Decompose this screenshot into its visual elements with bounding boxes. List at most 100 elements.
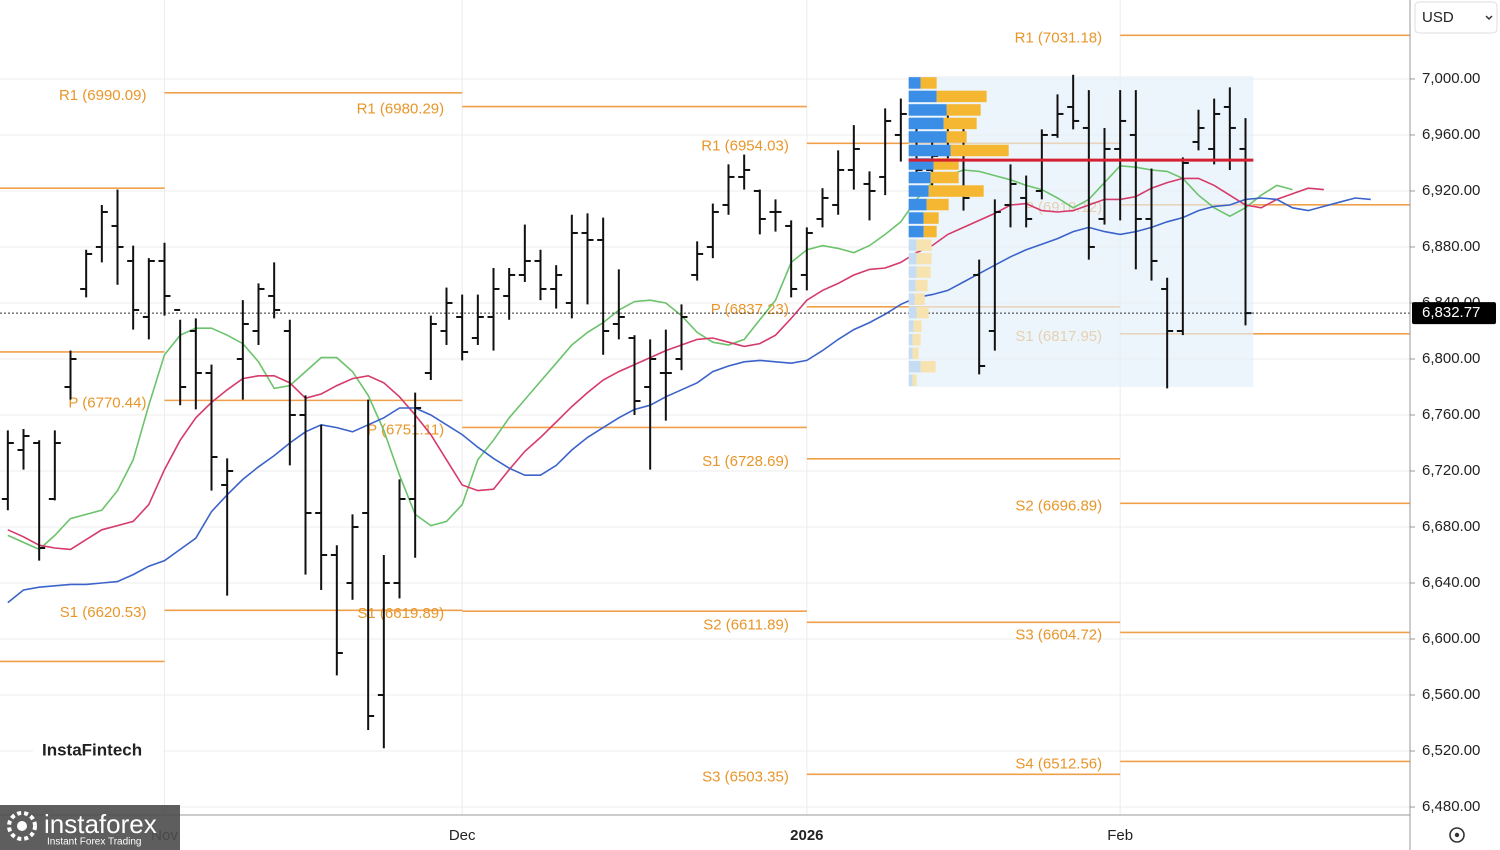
profile-sell bbox=[916, 306, 929, 319]
y-tick-label: 6,600.00 bbox=[1422, 630, 1480, 647]
y-tick-label: 6,520.00 bbox=[1422, 742, 1480, 759]
logo-box bbox=[0, 805, 180, 850]
profile-buy bbox=[908, 225, 924, 238]
profile-buy bbox=[908, 158, 934, 170]
last-price-tag bbox=[1412, 302, 1496, 325]
profile-sell bbox=[912, 347, 919, 359]
x-tick-label: Dec bbox=[449, 827, 476, 844]
y-tick-label: 6,560.00 bbox=[1422, 686, 1480, 703]
settings-ring[interactable] bbox=[1449, 827, 1465, 843]
profile-sell bbox=[912, 333, 921, 346]
profile-sell bbox=[930, 171, 959, 184]
pivot-label: R1 (6990.09) bbox=[59, 87, 147, 104]
profile-sell bbox=[916, 266, 931, 278]
y-tick-label: 6,640.00 bbox=[1422, 574, 1480, 591]
profile-buy bbox=[908, 293, 915, 305]
profile-buy bbox=[908, 131, 947, 143]
profile-sell bbox=[928, 185, 984, 197]
pivot-label: S4 (6512.56) bbox=[1015, 755, 1102, 772]
profile-sell bbox=[914, 293, 925, 305]
profile-buy bbox=[908, 374, 913, 386]
pivot-label: S1 (6620.53) bbox=[60, 604, 147, 621]
profile-sell bbox=[920, 360, 936, 373]
y-tick-label: 6,920.00 bbox=[1422, 182, 1480, 199]
profile-sell bbox=[912, 374, 917, 386]
y-tick-label: 6,880.00 bbox=[1422, 238, 1480, 255]
profile-sell bbox=[923, 212, 939, 224]
watermark-text: InstaFintech bbox=[42, 740, 142, 759]
profile-buy bbox=[908, 185, 929, 197]
profile-buy bbox=[908, 144, 951, 157]
bars-layer bbox=[1, 74, 1252, 749]
y-tick-label: 6,760.00 bbox=[1422, 406, 1480, 423]
instaforex-logo: instaforex Instant Forex Trading bbox=[0, 805, 180, 850]
last-price-label: 6,832.77 bbox=[1422, 304, 1480, 321]
profile-layer bbox=[908, 77, 1254, 386]
logo-text: instaforex bbox=[44, 809, 157, 839]
profile-sell bbox=[933, 158, 959, 170]
profile-buy bbox=[908, 212, 924, 224]
profile-sell bbox=[923, 225, 937, 238]
y-tick-label: 7,000.00 bbox=[1422, 70, 1480, 87]
profile-buy bbox=[908, 360, 921, 373]
profile-buy bbox=[908, 252, 917, 265]
currency-box[interactable] bbox=[1414, 1, 1498, 34]
pivot-label: R1 (7031.18) bbox=[1015, 29, 1103, 46]
pivot-label: P (6770.44) bbox=[68, 394, 146, 411]
profile-sell bbox=[943, 117, 977, 130]
pivot-label: S2 (6696.89) bbox=[1015, 497, 1102, 514]
ma-line bbox=[7, 197, 1371, 604]
y-tick-label: 6,720.00 bbox=[1422, 462, 1480, 479]
ma-line bbox=[7, 164, 1293, 551]
pivot-label: P (6751.11) bbox=[367, 421, 444, 438]
pivot-label: S3 (6604.72) bbox=[1015, 626, 1102, 643]
profile-buy bbox=[908, 333, 913, 346]
profile-buy bbox=[908, 90, 937, 103]
profile-buy bbox=[908, 117, 944, 130]
profile-buy bbox=[908, 198, 927, 211]
profile-sell bbox=[926, 198, 949, 211]
profile-sell bbox=[946, 104, 981, 116]
profile-sell bbox=[950, 144, 1009, 157]
x-tick-label: Feb bbox=[1107, 827, 1133, 844]
pivot-label: R1 (6954.03) bbox=[701, 137, 789, 154]
profile-buy bbox=[908, 77, 921, 89]
profile-buy bbox=[908, 239, 917, 251]
pivot-label: S3 (6503.35) bbox=[702, 768, 789, 785]
chevron[interactable] bbox=[1485, 15, 1493, 21]
currency-selector[interactable]: USD bbox=[1414, 1, 1498, 34]
logo-subtext: Instant Forex Trading bbox=[47, 837, 142, 848]
y-tick-label: 6,960.00 bbox=[1422, 126, 1480, 143]
profile-sell bbox=[936, 90, 987, 103]
profile-buy bbox=[908, 171, 931, 184]
profile-buy bbox=[908, 266, 917, 278]
profile-sell bbox=[946, 131, 967, 143]
x-tick-label: 2026 bbox=[790, 827, 823, 844]
y-tick-label: 6,680.00 bbox=[1422, 518, 1480, 535]
profile-sell bbox=[916, 239, 932, 251]
pivot-label: S2 (6611.89) bbox=[703, 616, 789, 633]
profile-sell bbox=[915, 279, 928, 292]
currency-label[interactable]: USD bbox=[1422, 9, 1454, 26]
profile-sell bbox=[920, 77, 937, 89]
logo-center bbox=[17, 821, 27, 831]
profile-buy bbox=[908, 306, 917, 319]
pivot-label: R1 (6980.29) bbox=[357, 101, 445, 118]
watermark-instafintech: InstaFintech bbox=[33, 715, 163, 775]
settings-dot[interactable] bbox=[1454, 832, 1460, 838]
pivot-label: S1 (6619.89) bbox=[357, 605, 444, 622]
y-tick-label: 6,480.00 bbox=[1422, 798, 1480, 815]
profile-buy bbox=[908, 320, 914, 332]
profile-buy bbox=[908, 104, 947, 116]
settings-button[interactable] bbox=[1449, 827, 1465, 843]
pivot-label: P (6837.23) bbox=[711, 301, 789, 318]
profile-sell bbox=[916, 252, 932, 265]
y-tick-label: 6,800.00 bbox=[1422, 350, 1480, 367]
profile-sell bbox=[913, 320, 922, 332]
watermark-box bbox=[33, 715, 163, 775]
logo-gear bbox=[7, 811, 37, 841]
profile-buy bbox=[908, 347, 913, 359]
